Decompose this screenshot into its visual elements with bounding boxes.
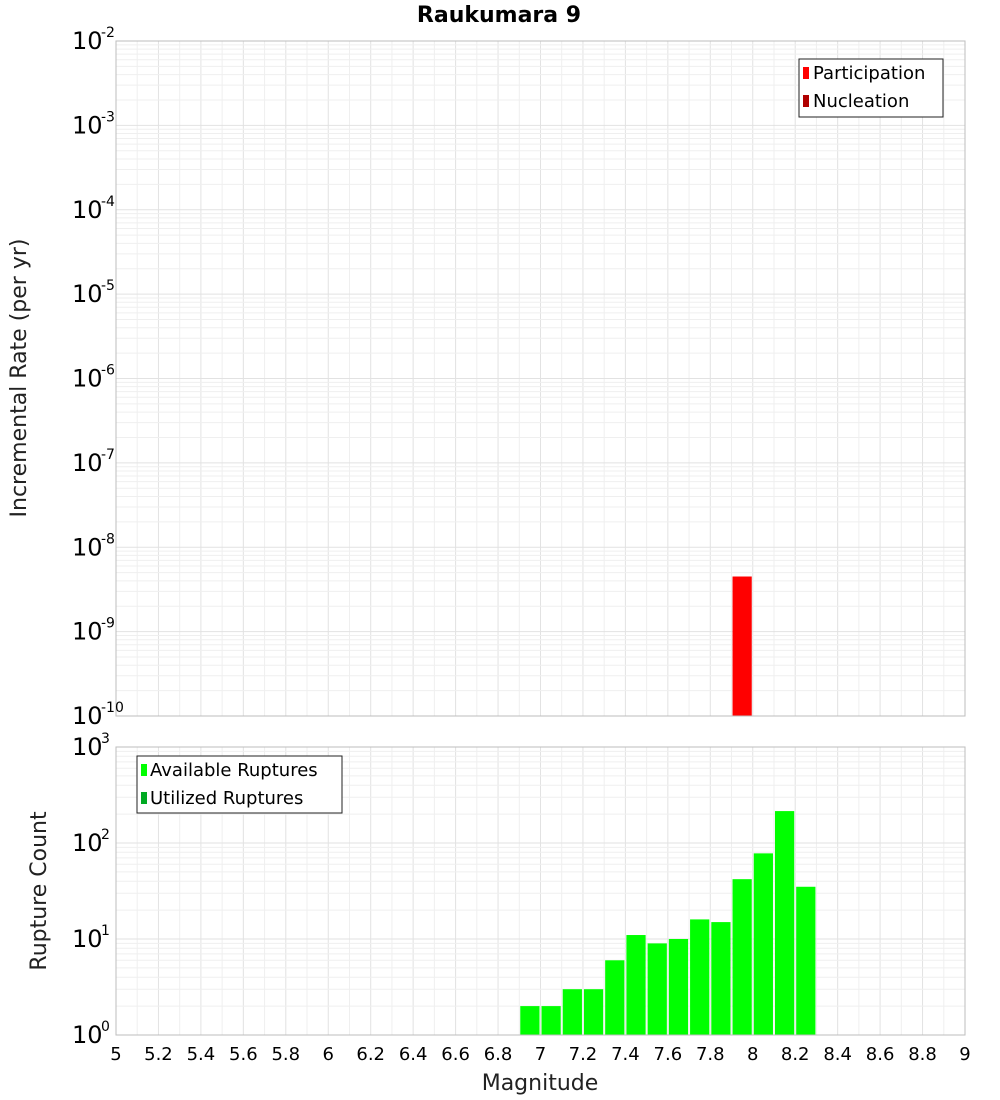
x-tick-label: 5 <box>110 1044 121 1065</box>
top-y-tick-exponent: -3 <box>101 109 115 125</box>
top-y-tick-exponent: -4 <box>101 194 115 210</box>
x-tick-label: 8 <box>747 1044 758 1065</box>
available-ruptures-legend-label: Available Ruptures <box>150 760 318 781</box>
x-tick-label: 6 <box>323 1044 334 1065</box>
x-tick-label: 7.4 <box>611 1044 640 1065</box>
bottom-y-tick-exponent: 3 <box>101 731 110 747</box>
bottom-plot-grid <box>115 747 966 1036</box>
top-y-tick-exponent: -5 <box>101 278 115 294</box>
x-tick-label: 9 <box>959 1044 970 1065</box>
top-y-tick-exponent: -6 <box>101 363 115 379</box>
top-y-tick-label: 10 <box>72 111 103 139</box>
bottom-plot-bars <box>520 811 816 1035</box>
x-tick-label: 5.4 <box>187 1044 216 1065</box>
available-ruptures-bar <box>541 1006 561 1035</box>
top-y-tick-label: 10 <box>72 365 103 393</box>
x-axis-ticks: 5 5.2 5.4 5.6 5.8 6 6.2 6.4 6.6 6.8 7 7.2 7.4 7.6 7.8 8… <box>110 1044 970 1065</box>
available-ruptures-legend-swatch <box>141 764 147 776</box>
available-ruptures-bar <box>690 919 710 1035</box>
x-tick-label: 6.8 <box>484 1044 513 1065</box>
x-tick-label: 8.8 <box>908 1044 937 1065</box>
top-y-tick-exponent: -2 <box>101 25 115 41</box>
x-tick-label: 7.2 <box>569 1044 598 1065</box>
available-ruptures-bar <box>647 943 667 1035</box>
top-plot-bars <box>732 576 752 716</box>
top-y-tick-exponent: -10 <box>101 700 124 716</box>
top-plot-frame <box>115 40 966 717</box>
x-tick-label: 8.4 <box>823 1044 852 1065</box>
x-tick-label: 7 <box>535 1044 546 1065</box>
top-y-tick-label: 10 <box>72 533 103 561</box>
available-ruptures-bar <box>711 922 731 1035</box>
top-y-tick-label: 10 <box>72 27 103 55</box>
top-y-tick-label: 10 <box>72 618 103 646</box>
x-tick-label: 5.6 <box>229 1044 258 1065</box>
available-ruptures-bar <box>796 886 816 1035</box>
bottom-legend: Available Ruptures Utilized Ruptures <box>136 755 343 814</box>
bottom-y-tick-exponent: 2 <box>101 827 110 843</box>
top-plot-grid <box>115 41 966 717</box>
top-legend-box <box>798 58 944 118</box>
available-ruptures-bar <box>520 1006 540 1035</box>
x-tick-label: 6.2 <box>356 1044 385 1065</box>
bottom-plot-frame <box>115 746 966 1036</box>
bottom-y-tick-label: 10 <box>72 925 103 953</box>
available-ruptures-bar <box>732 879 752 1035</box>
x-axis-label: Magnitude <box>482 1071 599 1096</box>
bottom-y-tick-exponent: 1 <box>101 923 110 939</box>
available-ruptures-bar <box>774 811 795 1035</box>
nucleation-legend-label: Nucleation <box>813 91 909 112</box>
bottom-y-tick-exponent: 0 <box>101 1019 110 1035</box>
available-ruptures-bar <box>668 939 689 1035</box>
available-ruptures-bar <box>753 853 773 1035</box>
x-tick-label: 8.2 <box>781 1044 810 1065</box>
x-tick-label: 7.8 <box>696 1044 725 1065</box>
top-y-tick-exponent: -7 <box>101 447 115 463</box>
top-y-tick-label: 10 <box>72 449 103 477</box>
participation-legend-swatch <box>803 67 809 79</box>
available-ruptures-bar <box>583 989 604 1035</box>
bottom-y-tick-label: 10 <box>72 733 103 761</box>
bottom-y-tick-label: 10 <box>72 829 103 857</box>
x-tick-label: 5.8 <box>271 1044 300 1065</box>
top-legend: Participation Nucleation <box>798 58 944 118</box>
available-ruptures-bar <box>626 935 646 1035</box>
available-ruptures-bar <box>605 960 625 1035</box>
available-ruptures-bar <box>562 989 582 1035</box>
top-y-tick-exponent: -8 <box>101 531 115 547</box>
x-tick-label: 5.2 <box>144 1044 173 1065</box>
top-y-tick-label: 10 <box>72 702 103 730</box>
x-tick-label: 7.6 <box>654 1044 683 1065</box>
utilized-ruptures-legend-swatch <box>141 792 147 804</box>
bottom-y-axis-label: Rupture Count <box>27 811 52 971</box>
nucleation-legend-swatch <box>803 95 809 107</box>
top-y-axis-label: Incremental Rate (per yr) <box>7 239 32 518</box>
top-y-tick-exponent: -9 <box>101 616 115 632</box>
utilized-ruptures-legend-label: Utilized Ruptures <box>150 788 303 809</box>
x-tick-label: 6.6 <box>441 1044 470 1065</box>
x-tick-label: 8.6 <box>866 1044 895 1065</box>
participation-bar <box>732 576 752 716</box>
top-y-tick-label: 10 <box>72 280 103 308</box>
bottom-y-tick-label: 10 <box>72 1021 103 1049</box>
participation-legend-label: Participation <box>813 63 925 84</box>
top-y-tick-label: 10 <box>72 196 103 224</box>
chart-title: Raukumara 9 <box>417 3 581 28</box>
x-tick-label: 6.4 <box>399 1044 428 1065</box>
bottom-legend-box <box>136 755 343 814</box>
